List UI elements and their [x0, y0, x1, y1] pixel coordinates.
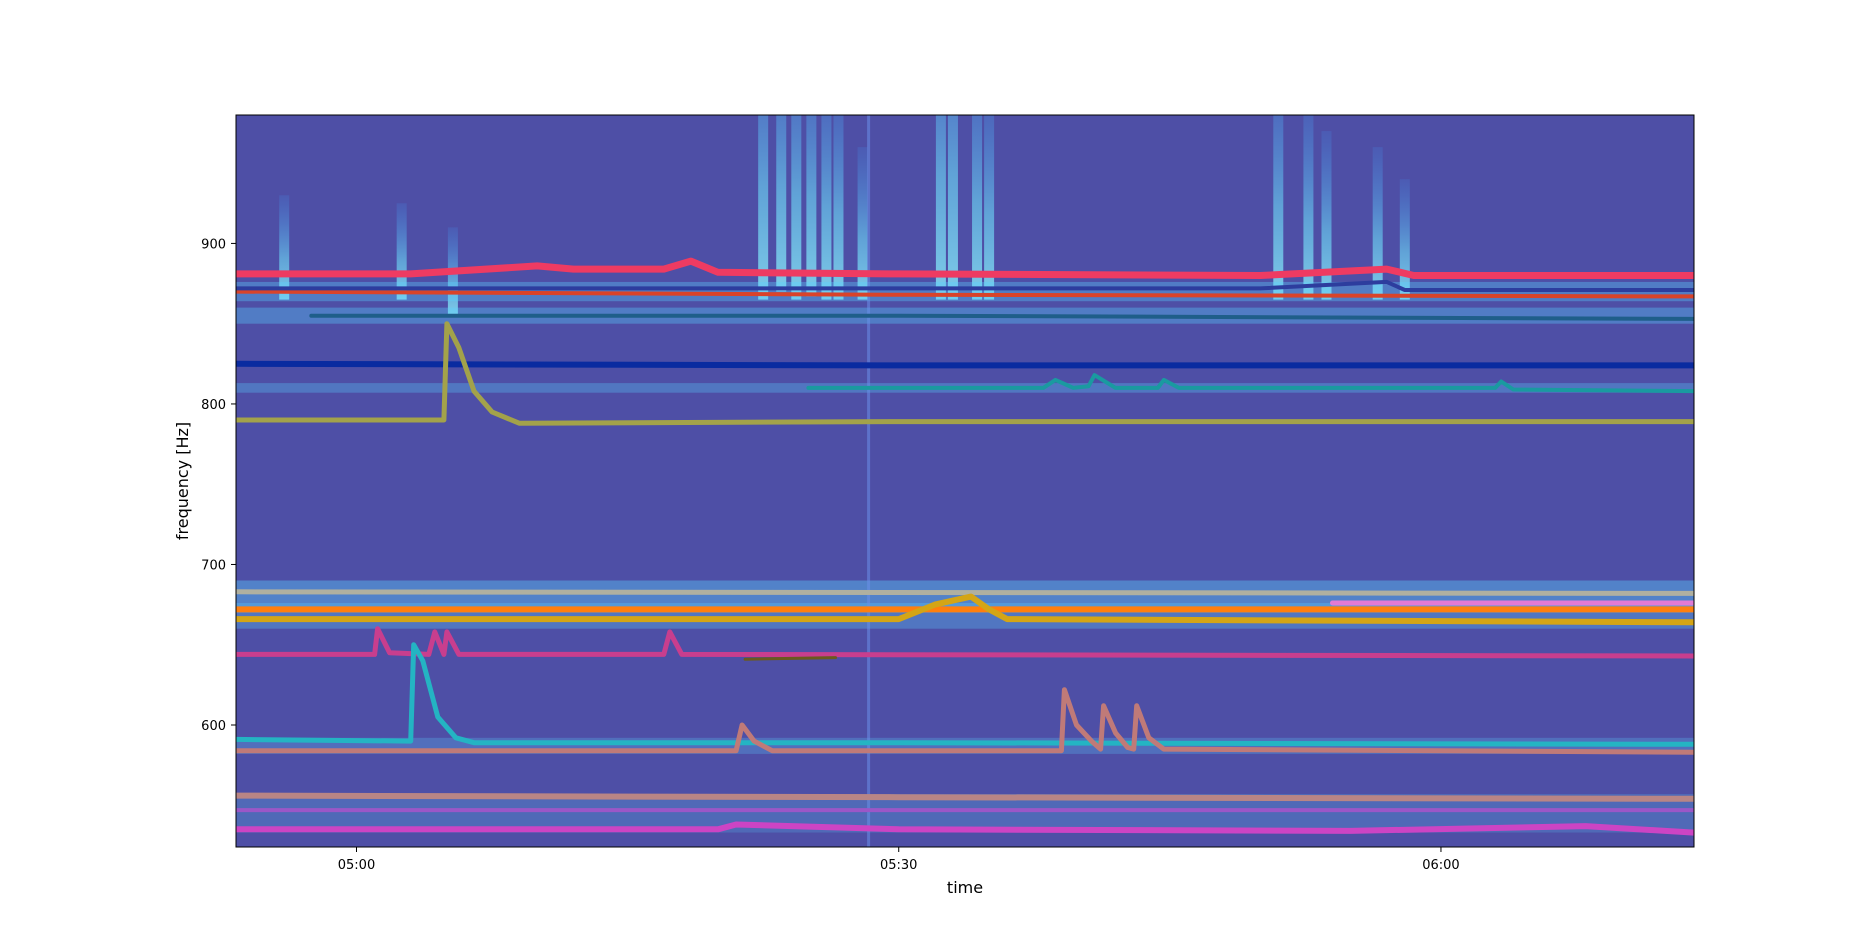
series-line [236, 687, 1694, 755]
spectrogram-streak [935, 115, 946, 300]
spectrogram-streak [821, 115, 832, 300]
x-axis-label: time [947, 878, 983, 897]
series-line [236, 593, 1694, 626]
spectrogram-streak [833, 115, 844, 300]
spectrogram-streak [972, 115, 983, 300]
y-tick-label: 600 [201, 719, 226, 734]
spectrogram-vertical-line [867, 115, 871, 847]
spectrogram-streak [776, 115, 787, 292]
y-axis: 600 700 800 900 [201, 237, 236, 734]
spectrogram-streak [1321, 131, 1332, 300]
spectrogram-streak [791, 115, 802, 300]
plot-area [235, 114, 1695, 848]
y-tick-label: 900 [201, 237, 226, 252]
series-line [236, 792, 1694, 802]
spectrogram-streak [1399, 179, 1410, 300]
spectrogram-streak [1273, 115, 1284, 300]
plot-frame [235, 114, 1695, 848]
x-tick-label: 05:00 [338, 858, 375, 873]
spectrogram-streak [1372, 147, 1383, 300]
spectrogram-streak [279, 195, 290, 300]
spectrogram-streak [396, 203, 407, 300]
x-axis: 05:00 05:30 06:00 [338, 847, 1460, 873]
y-tick-label: 700 [201, 558, 226, 573]
series-layer [236, 257, 1694, 836]
series-line [806, 373, 1694, 394]
spectrogram-streak [947, 115, 958, 300]
series-line [236, 321, 1694, 426]
series-line [236, 626, 1694, 659]
spectrogram-streak [758, 115, 769, 300]
series-line [309, 313, 1694, 321]
spectrogram-background [236, 115, 1694, 847]
series-line [236, 360, 1694, 369]
y-axis-label: frequency [Hz] [173, 422, 192, 540]
spectrogram-streak [984, 115, 995, 300]
x-tick-label: 06:00 [1422, 858, 1459, 873]
spectrogram-streak [806, 115, 817, 297]
series-line [236, 821, 1694, 836]
spectrogram-streak [857, 147, 868, 300]
series-line [236, 257, 1694, 279]
series-line [236, 589, 1694, 596]
spectrogram-streak [1303, 115, 1314, 300]
y-tick-label: 800 [201, 398, 226, 413]
x-tick-label: 05:30 [880, 858, 917, 873]
series-line [236, 289, 1694, 299]
series-line [236, 279, 1694, 292]
series-line [743, 656, 837, 661]
